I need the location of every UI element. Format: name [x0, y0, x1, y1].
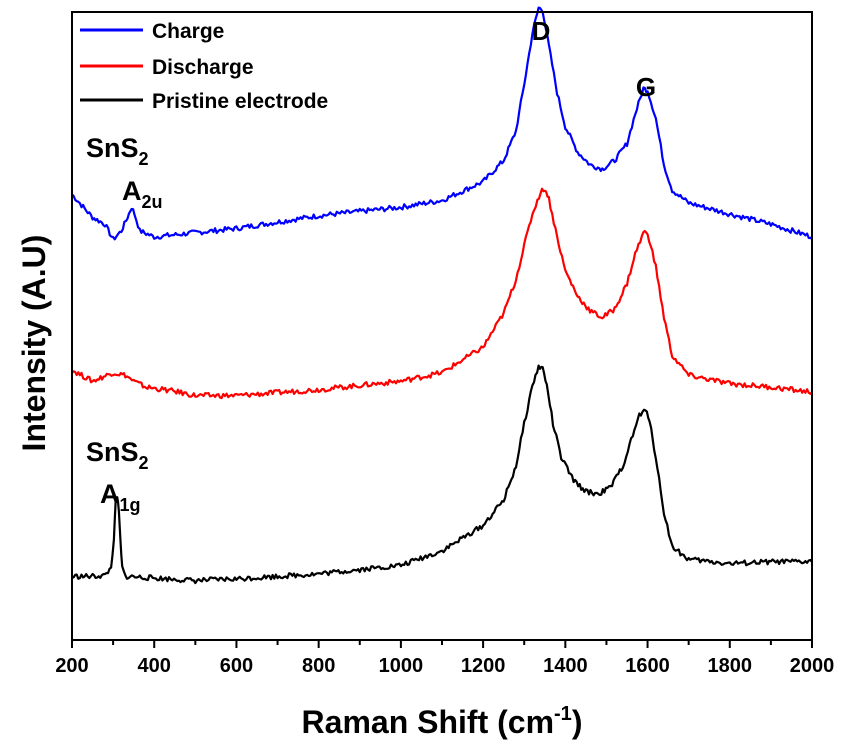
x-tick-label: 2000 — [790, 655, 835, 677]
series-layer — [71, 6, 813, 585]
annotation-sns2-bottom: SnS2 — [86, 437, 149, 473]
x-tick-label: 1000 — [379, 655, 424, 677]
x-tick-label: 400 — [138, 655, 171, 677]
x-axis-label-end: ) — [572, 704, 583, 740]
x-tick-label: 1800 — [708, 655, 753, 677]
x-tick-label: 1600 — [625, 655, 670, 677]
x-tick-label: 600 — [220, 655, 253, 677]
annotation-a1g: A1g — [100, 479, 141, 515]
annotation-a2u-sub: 2u — [142, 192, 163, 212]
annotation-sns2-top-main: SnS — [86, 133, 139, 163]
x-tick-label: 800 — [302, 655, 335, 677]
annotation-a2u: A2u — [122, 176, 163, 212]
peak-label-g: G — [636, 72, 656, 102]
annotation-a1g-main: A — [100, 479, 120, 509]
y-axis-label: Intensity (A.U) — [16, 235, 52, 452]
x-axis-label: Raman Shift (cm-1) — [302, 703, 583, 740]
annotation-sns2-top: SnS2 — [86, 133, 149, 169]
legend-label-charge: Charge — [152, 20, 224, 43]
annotation-sns2-top-sub: 2 — [139, 149, 149, 169]
x-tick-label: 1400 — [543, 655, 588, 677]
series-line-pristine-electrode — [71, 364, 813, 585]
annotation-a2u-main: A — [122, 176, 142, 206]
series-line-charge — [71, 6, 813, 241]
series-line-discharge — [71, 187, 813, 400]
legend-label-pristine: Pristine electrode — [152, 90, 328, 113]
x-axis-label-sup: -1 — [554, 703, 572, 725]
peak-label-d: D — [532, 16, 551, 46]
x-ticks: 200 400 600 800 1000 1200 1400 1600 1800 2000 — [55, 640, 834, 677]
x-axis-label-main: Raman Shift (cm — [302, 704, 554, 740]
x-tick-label: 200 — [55, 655, 88, 677]
annotation-a1g-sub: 1g — [120, 495, 141, 515]
legend-label-discharge: Discharge — [152, 56, 254, 79]
legend: Charge Discharge Pristine electrode — [80, 20, 328, 113]
annotation-sns2-bottom-sub: 2 — [139, 453, 149, 473]
x-tick-label: 1200 — [461, 655, 506, 677]
annotation-sns2-bottom-main: SnS — [86, 437, 139, 467]
